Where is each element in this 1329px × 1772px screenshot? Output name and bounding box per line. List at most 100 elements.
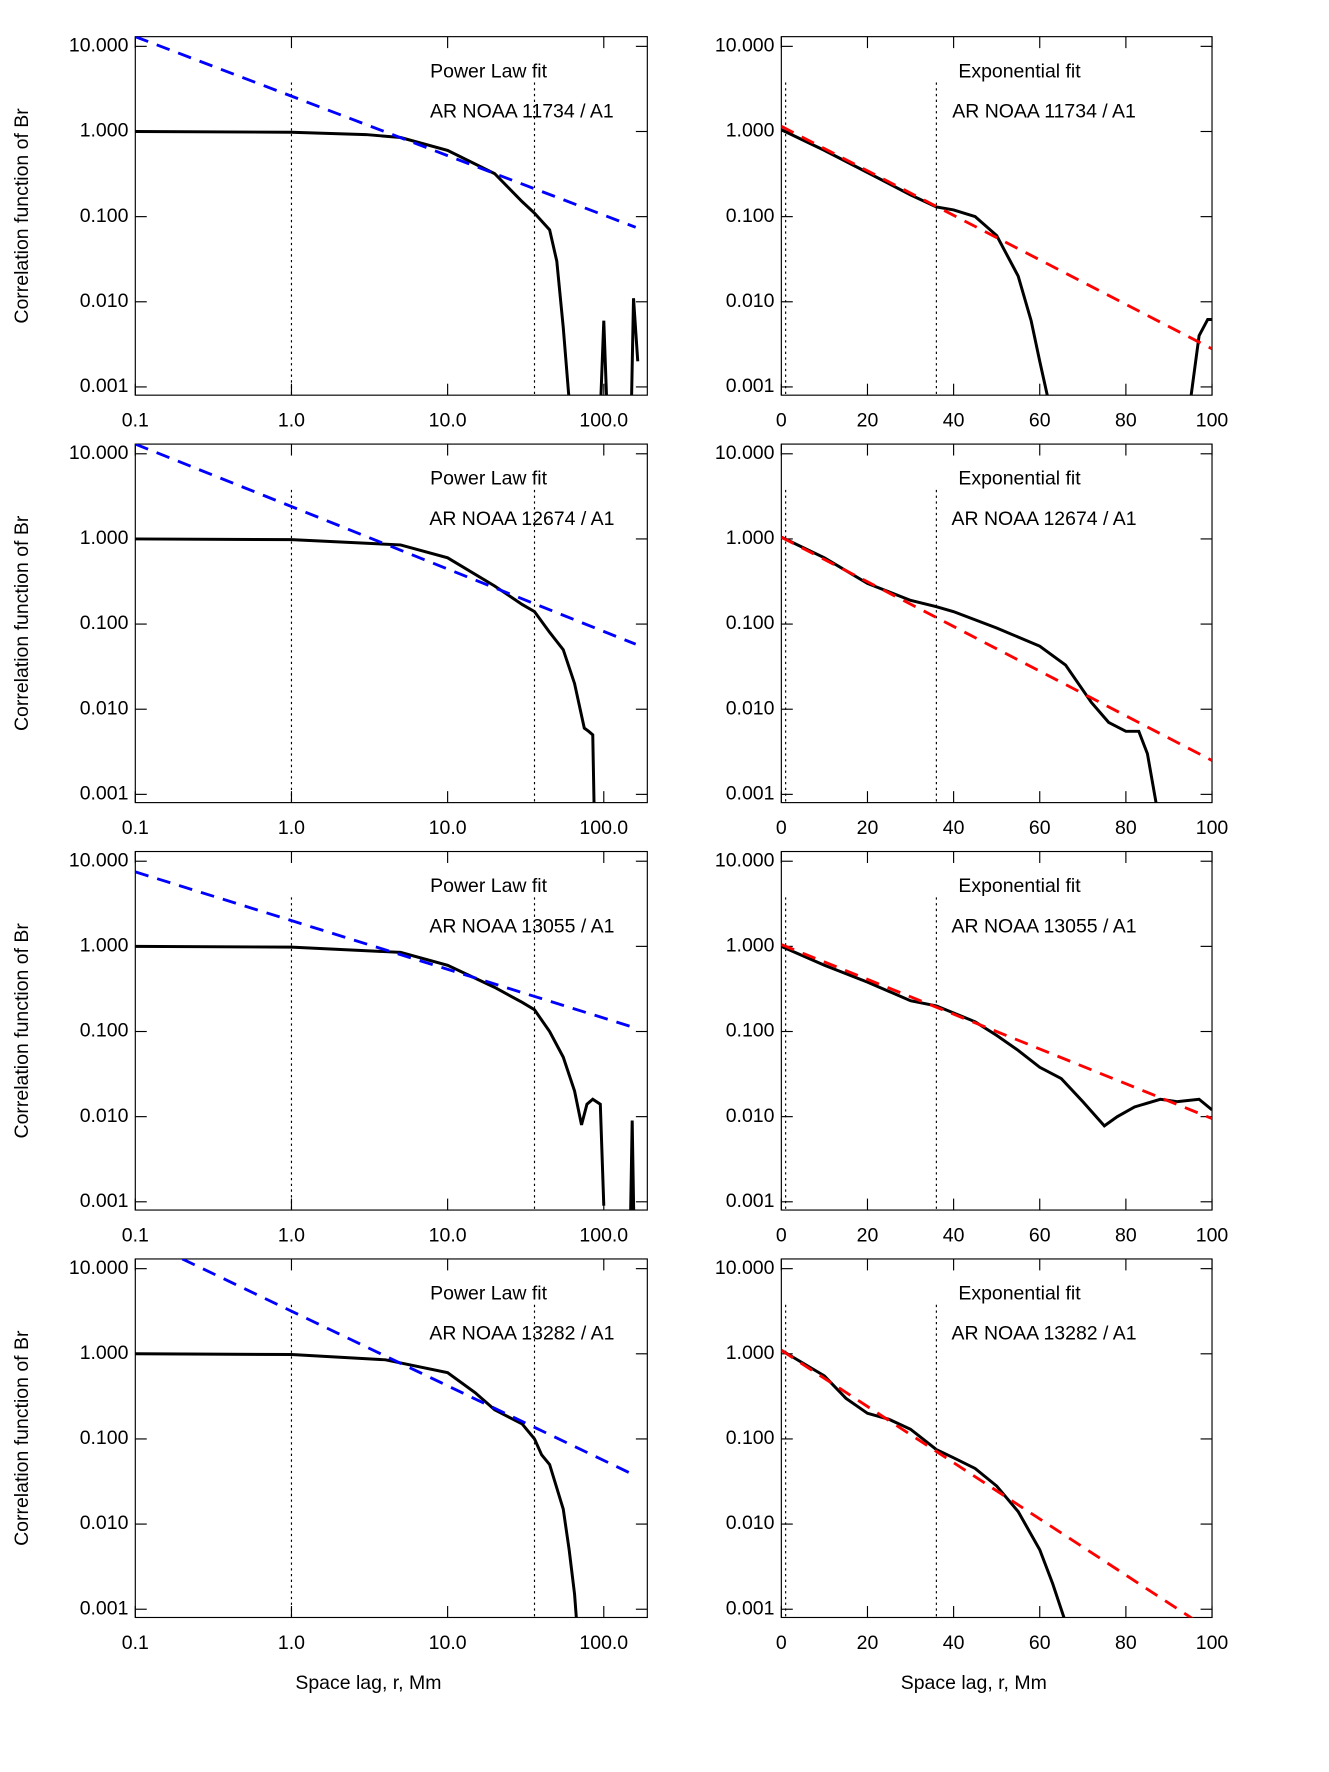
- y-tick-label: 1.000: [726, 1342, 775, 1364]
- annotation: AR NOAA 13055 / A1: [952, 915, 1137, 937]
- y-tick-label: 0.001: [80, 375, 129, 397]
- x-axis-label: Space lag, r, Mm: [295, 1672, 441, 1694]
- annotation: Power Law fit: [430, 1283, 547, 1305]
- x-tick-label: 100: [1196, 1632, 1229, 1654]
- y-axis-label: Correlation function of Br: [11, 515, 33, 731]
- y-tick-label: 0.010: [726, 290, 775, 312]
- y-tick-label: 0.001: [726, 1190, 775, 1212]
- y-tick-label: 0.100: [726, 205, 775, 227]
- y-tick-label: 0.100: [80, 612, 129, 634]
- x-tick-label: 0.1: [122, 1632, 149, 1654]
- y-tick-label: 1.000: [80, 120, 129, 142]
- data-line: [781, 128, 1213, 396]
- x-tick-label: 0: [776, 1225, 787, 1247]
- panel: 10.000 1.000 0.100 0.010 0.001 0.1 1.0 10.0 100.…: [11, 34, 648, 432]
- y-tick-label: 0.100: [80, 1020, 129, 1042]
- data-line: [781, 535, 1158, 803]
- x-tick-label: 0.1: [122, 410, 149, 432]
- x-tick-label: 60: [1029, 817, 1051, 839]
- y-tick-label: 0.010: [80, 290, 129, 312]
- fit-line: [781, 943, 1213, 1120]
- x-tick-label: 40: [943, 817, 965, 839]
- x-tick-label: 1.0: [278, 1225, 305, 1247]
- x-tick-label: 20: [857, 817, 879, 839]
- x-axis-label: Space lag, r, Mm: [901, 1672, 1047, 1694]
- fit-line: [135, 36, 637, 229]
- y-axis-label: Correlation function of Br: [11, 108, 33, 324]
- y-tick-label: 0.100: [726, 1427, 775, 1449]
- y-tick-label: 0.100: [80, 1427, 129, 1449]
- y-tick-label: 0.010: [80, 1512, 129, 1534]
- x-tick-label: 1.0: [278, 1632, 305, 1654]
- y-tick-label: 0.001: [80, 783, 129, 805]
- y-tick-label: 10.000: [69, 442, 129, 464]
- y-tick-label: 10.000: [715, 849, 775, 871]
- x-tick-label: 20: [857, 1632, 879, 1654]
- y-tick-label: 0.010: [80, 697, 129, 719]
- x-tick-label: 60: [1029, 1225, 1051, 1247]
- annotation: AR NOAA 11734 / A1: [430, 100, 614, 122]
- x-tick-label: 1.0: [278, 410, 305, 432]
- x-tick-label: 0.1: [122, 1225, 149, 1247]
- y-tick-label: 10.000: [715, 1257, 775, 1279]
- y-tick-label: 0.010: [80, 1105, 129, 1127]
- y-tick-label: 0.001: [80, 1190, 129, 1212]
- data-line: [135, 944, 636, 1211]
- fit-line: [781, 125, 1213, 351]
- panel: 10.000 1.000 0.100 0.010 0.001 0.1 1.0 10.0 100.…: [11, 442, 648, 839]
- annotation: Exponential fit: [958, 1283, 1081, 1305]
- y-tick-label: 0.100: [726, 612, 775, 634]
- x-tick-label: 10.0: [429, 410, 467, 432]
- x-tick-label: 0: [776, 1632, 787, 1654]
- x-tick-label: 20: [857, 410, 879, 432]
- y-tick-label: 0.010: [726, 1512, 775, 1534]
- plot-frame: [780, 850, 1213, 1211]
- annotation: Power Law fit: [430, 875, 547, 897]
- y-tick-label: 10.000: [715, 34, 775, 56]
- x-tick-label: 0: [776, 817, 787, 839]
- y-tick-label: 0.010: [726, 1105, 775, 1127]
- annotation: Power Law fit: [430, 60, 547, 82]
- y-tick-label: 0.010: [726, 697, 775, 719]
- x-tick-label: 100: [1196, 410, 1229, 432]
- annotation: AR NOAA 12674 / A1: [429, 508, 614, 530]
- x-tick-label: 0: [776, 410, 787, 432]
- data-line: [781, 1348, 1066, 1618]
- plot-frame: [780, 1258, 1213, 1619]
- y-tick-label: 1.000: [80, 935, 129, 957]
- x-tick-label: 100.0: [579, 1225, 628, 1247]
- fit-line: [135, 870, 637, 1030]
- y-tick-label: 0.100: [726, 1020, 775, 1042]
- y-axis-label: Correlation function of Br: [11, 1330, 33, 1546]
- annotation: AR NOAA 12674 / A1: [952, 508, 1137, 530]
- data-line: [781, 945, 1213, 1128]
- data-line: [135, 1352, 578, 1618]
- y-tick-label: 0.001: [726, 375, 775, 397]
- annotation: AR NOAA 13055 / A1: [429, 915, 614, 937]
- x-tick-label: 80: [1115, 1225, 1137, 1247]
- annotation: Power Law fit: [430, 468, 547, 490]
- data-line: [135, 537, 596, 803]
- y-tick-label: 1.000: [80, 527, 129, 549]
- y-tick-label: 0.001: [726, 783, 775, 805]
- y-tick-label: 0.100: [80, 205, 129, 227]
- annotation: Exponential fit: [958, 60, 1081, 82]
- y-tick-label: 1.000: [726, 527, 775, 549]
- x-tick-label: 100.0: [579, 410, 628, 432]
- panel: 10.000 1.000 0.100 0.010 0.001 0.1 1.0 10.0 100.…: [11, 849, 648, 1247]
- annotation: Exponential fit: [958, 468, 1081, 490]
- y-tick-label: 10.000: [69, 849, 129, 871]
- plot-frame: [134, 36, 648, 396]
- x-tick-label: 0.1: [122, 817, 149, 839]
- plot-frame: [780, 36, 1213, 396]
- fit-line: [181, 1258, 637, 1478]
- plot-frame: [134, 850, 648, 1211]
- fit-line: [781, 1349, 1194, 1618]
- x-tick-label: 10.0: [429, 817, 467, 839]
- y-tick-label: 10.000: [69, 34, 129, 56]
- fit-line: [781, 535, 1213, 762]
- y-tick-label: 10.000: [69, 1257, 129, 1279]
